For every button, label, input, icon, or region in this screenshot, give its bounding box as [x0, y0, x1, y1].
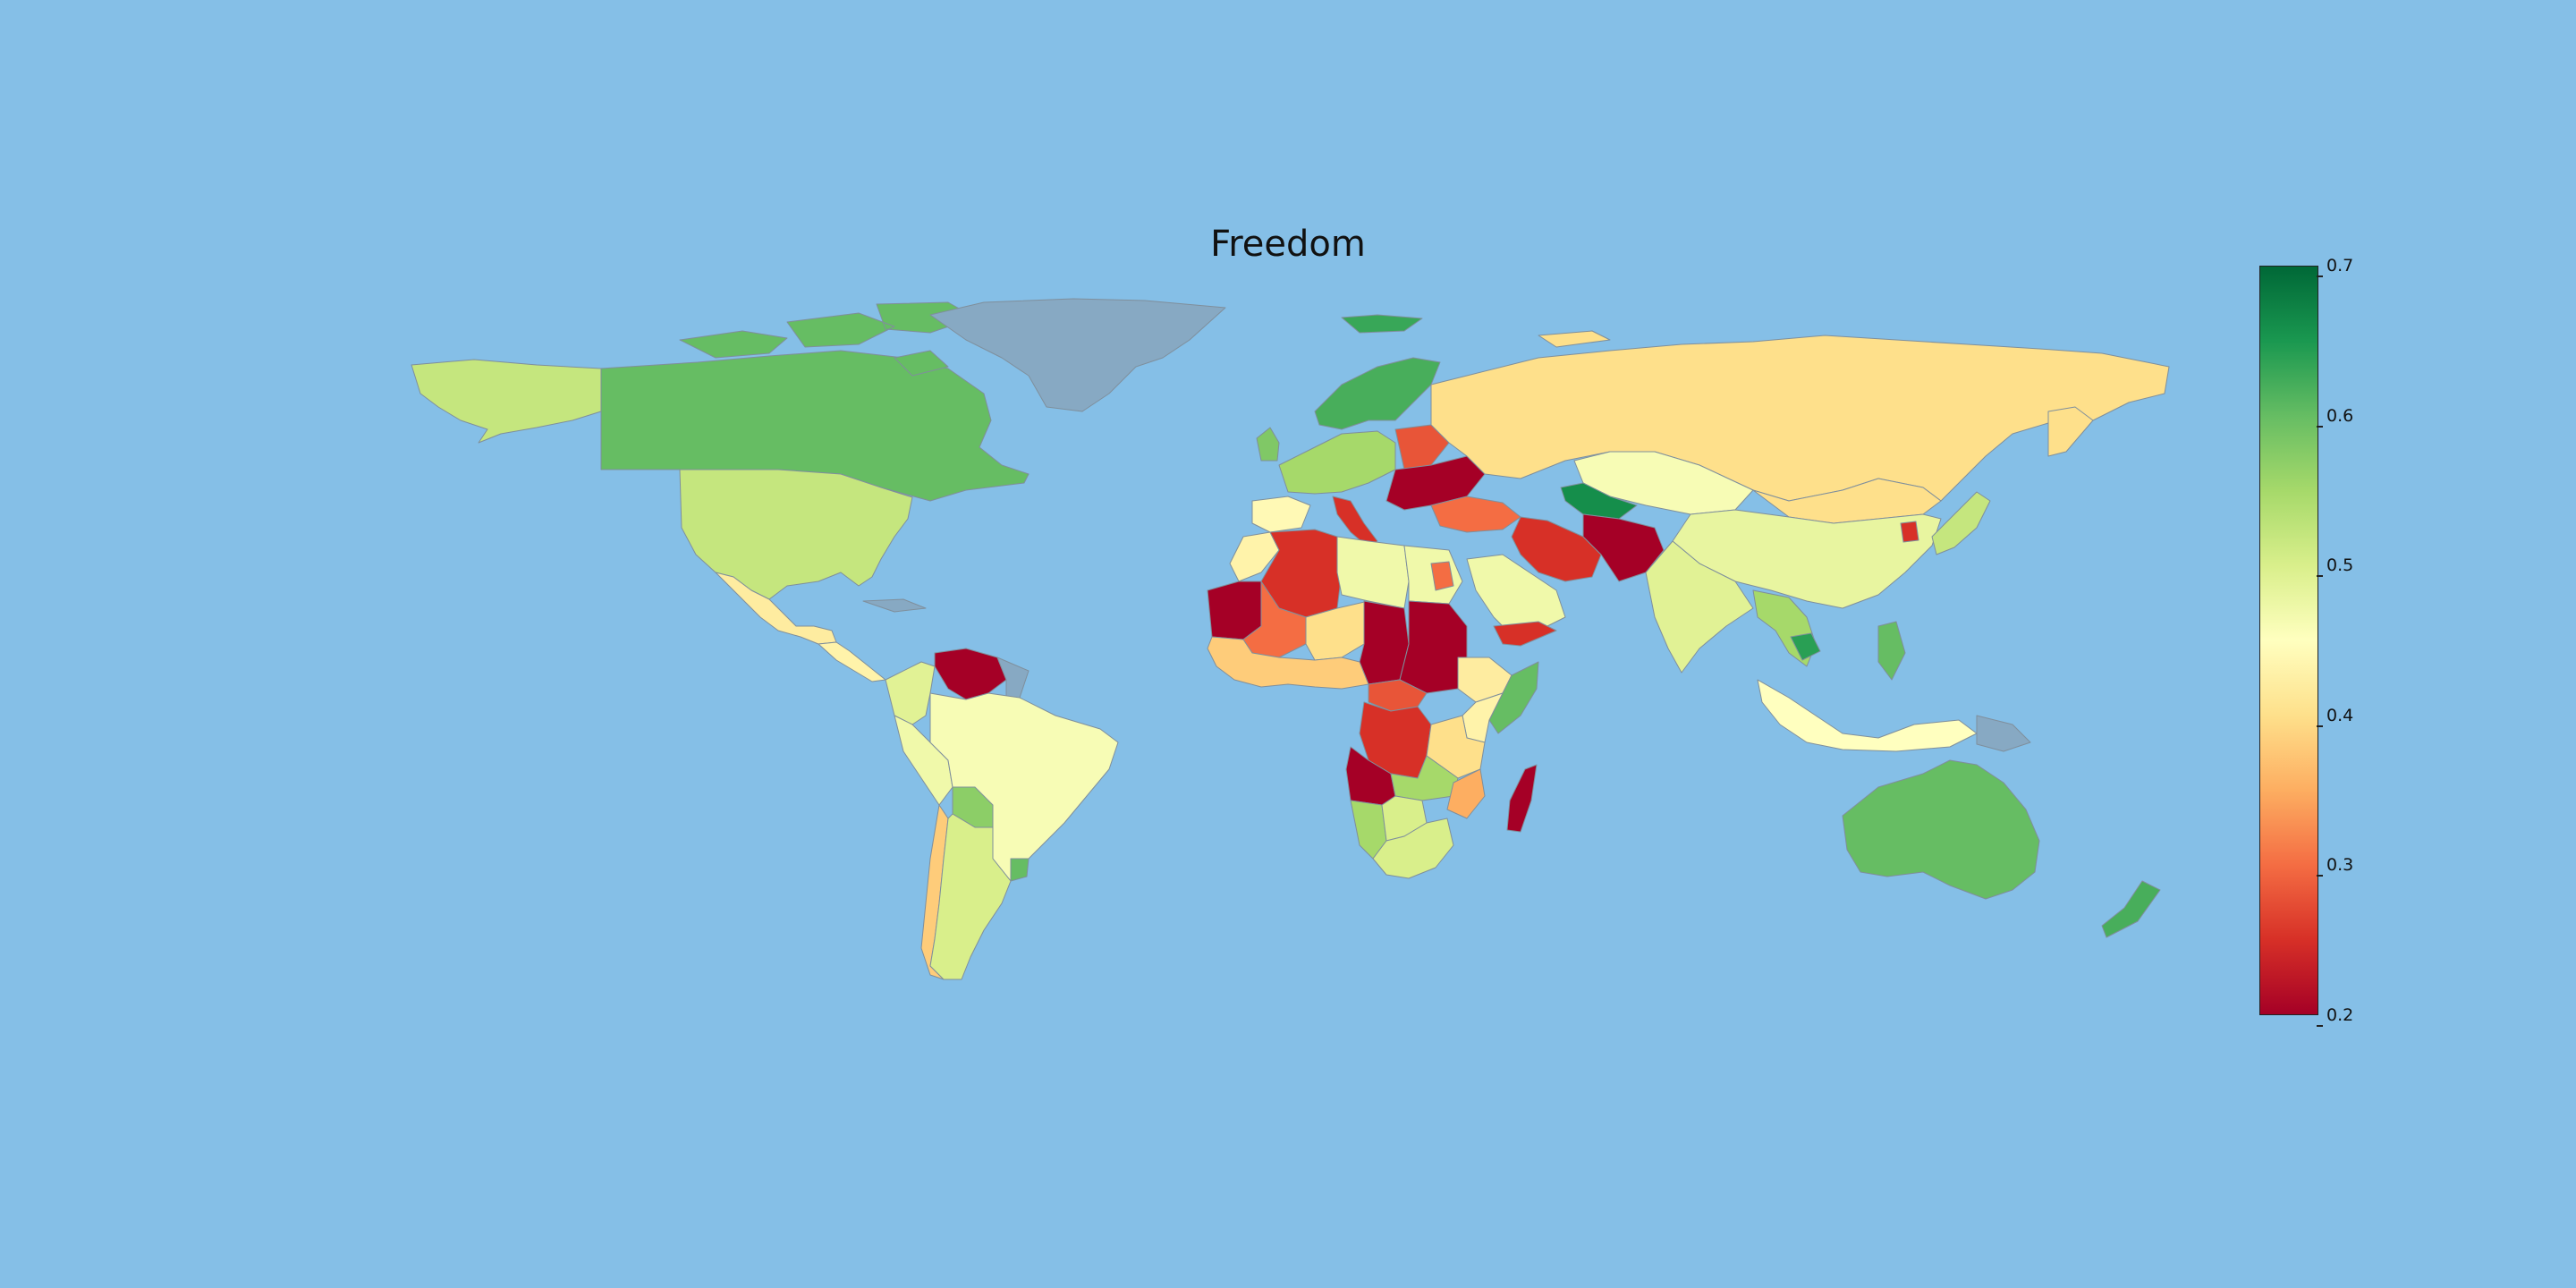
region-greenland	[929, 298, 1226, 412]
colorbar-tick: 0.2	[2316, 1005, 2353, 1035]
region-uruguay	[1010, 858, 1030, 882]
region-philippines	[1877, 621, 1906, 681]
region-sudan	[1399, 600, 1468, 694]
region-russia	[1538, 330, 2094, 457]
map-title: Freedom	[1210, 224, 1366, 265]
region-south-africa	[1372, 818, 1454, 879]
colorbar-tick: 0.3	[2316, 855, 2353, 885]
region-united-states	[679, 469, 913, 600]
region-mauritania	[1207, 580, 1262, 640]
colorbar-tick: 0.6	[2316, 406, 2353, 436]
region-central-america	[818, 641, 886, 682]
region-west-africa	[1207, 636, 1369, 690]
region-mexico	[715, 572, 837, 645]
region-western-europe	[1278, 430, 1396, 495]
region-cuba	[862, 598, 927, 613]
region-argentina	[929, 813, 1012, 980]
region-saudi-arabia	[1466, 554, 1566, 636]
region-norway-sweden-finland	[1314, 357, 1441, 430]
colorbar-tick: 0.4	[2316, 706, 2353, 735]
region-niger	[1305, 600, 1369, 661]
region-australia	[1842, 759, 2040, 900]
region-papua-new-guinea	[1976, 715, 2031, 752]
region-united-kingdom	[1256, 427, 1280, 462]
region-madagascar	[1506, 764, 1538, 833]
region-uzbekistan	[1560, 482, 1638, 520]
region-russia	[1430, 335, 2170, 502]
region-iceland	[1341, 314, 1423, 334]
region-india	[1645, 540, 1754, 674]
colorbar-tick: 0.5	[2316, 555, 2353, 585]
region-indonesia	[1757, 679, 1978, 752]
colorbar-tick: 0.7	[2316, 256, 2353, 285]
region-mozambique	[1446, 768, 1486, 819]
region-colombia	[885, 661, 936, 725]
region-yemen	[1493, 621, 1557, 647]
region-alaska	[411, 359, 602, 444]
region-libya	[1336, 536, 1410, 609]
region-japan	[1931, 491, 1991, 555]
region-south-korea	[1900, 521, 1919, 543]
region-new-zealand	[2101, 880, 2161, 938]
region-iran	[1511, 516, 1602, 582]
region-spain-portugal	[1251, 496, 1311, 533]
region-turkey	[1430, 496, 1521, 533]
region-venezuela	[934, 648, 1007, 700]
region-eritrea	[1430, 561, 1454, 591]
region-canada	[679, 301, 976, 377]
region-eastern-europe	[1394, 424, 1450, 470]
region-cambodia	[1790, 632, 1821, 661]
colorbar	[2259, 266, 2318, 1015]
